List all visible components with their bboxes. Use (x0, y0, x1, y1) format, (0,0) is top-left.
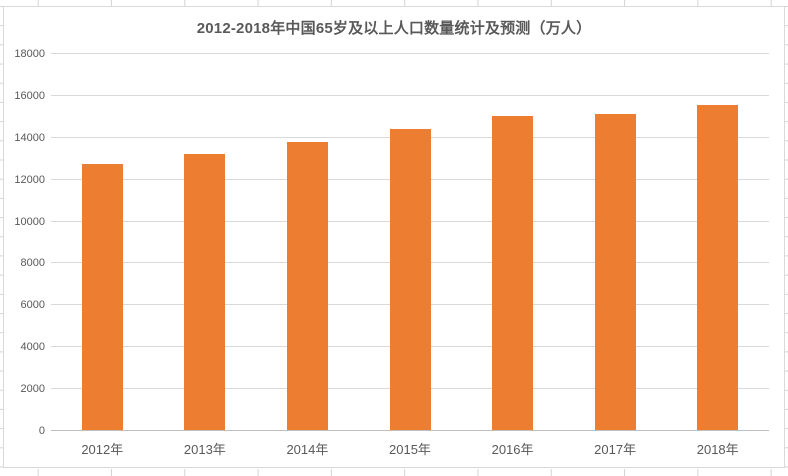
sheet-gridlines-right (785, 0, 788, 476)
bar-2014年 (286, 141, 328, 430)
y-axis-tick-label: 14000 (14, 131, 45, 144)
gridline (51, 53, 769, 54)
gridline (51, 94, 769, 96)
bar-2018年 (697, 105, 739, 430)
sheet-gridlines-left (0, 0, 4, 476)
bar-2012年 (81, 163, 123, 430)
x-axis-tick-label: 2016年 (491, 442, 534, 457)
x-axis-tick-label: 2012年 (81, 442, 124, 457)
y-axis-tick-label: 0 (38, 425, 45, 437)
y-axis-tick-label: 4000 (20, 341, 45, 354)
y-axis-tick-label: 18000 (14, 48, 45, 60)
y-axis-tick-label: 10000 (14, 215, 45, 228)
y-axis-tick-label: 6000 (20, 299, 45, 312)
x-axis-tick-label: 2017年 (594, 442, 637, 457)
y-axis-tick-label: 2000 (20, 383, 45, 396)
bar-2013年 (184, 154, 226, 430)
x-axis-tick-label: 2013年 (183, 442, 226, 457)
y-axis-tick-label: 8000 (20, 257, 45, 270)
chart-title: 2012-2018年中国65岁及以上人口数量统计及预测（万人） (196, 20, 592, 37)
y-axis-tick-label: 16000 (14, 89, 45, 102)
bar-2015年 (389, 128, 431, 430)
x-axis-tick-label: 2014年 (286, 442, 329, 457)
bar-2017年 (594, 113, 636, 430)
x-axis-tick-label: 2018年 (696, 442, 739, 457)
plot-area: 0 2000 4000 6000 8000 10000 12000 14000 16000 180… (14, 48, 769, 457)
bar-2016年 (492, 115, 534, 430)
sheet-gridlines-top (0, 0, 788, 6)
x-axis-tick-label: 2015年 (389, 442, 431, 457)
sheet-gridlines-bottom (0, 469, 788, 476)
chart-area: 2012-2018年中国65岁及以上人口数量统计及预测（万人） 0 2000 400… (3, 6, 785, 468)
y-axis-tick-label: 12000 (14, 173, 45, 186)
